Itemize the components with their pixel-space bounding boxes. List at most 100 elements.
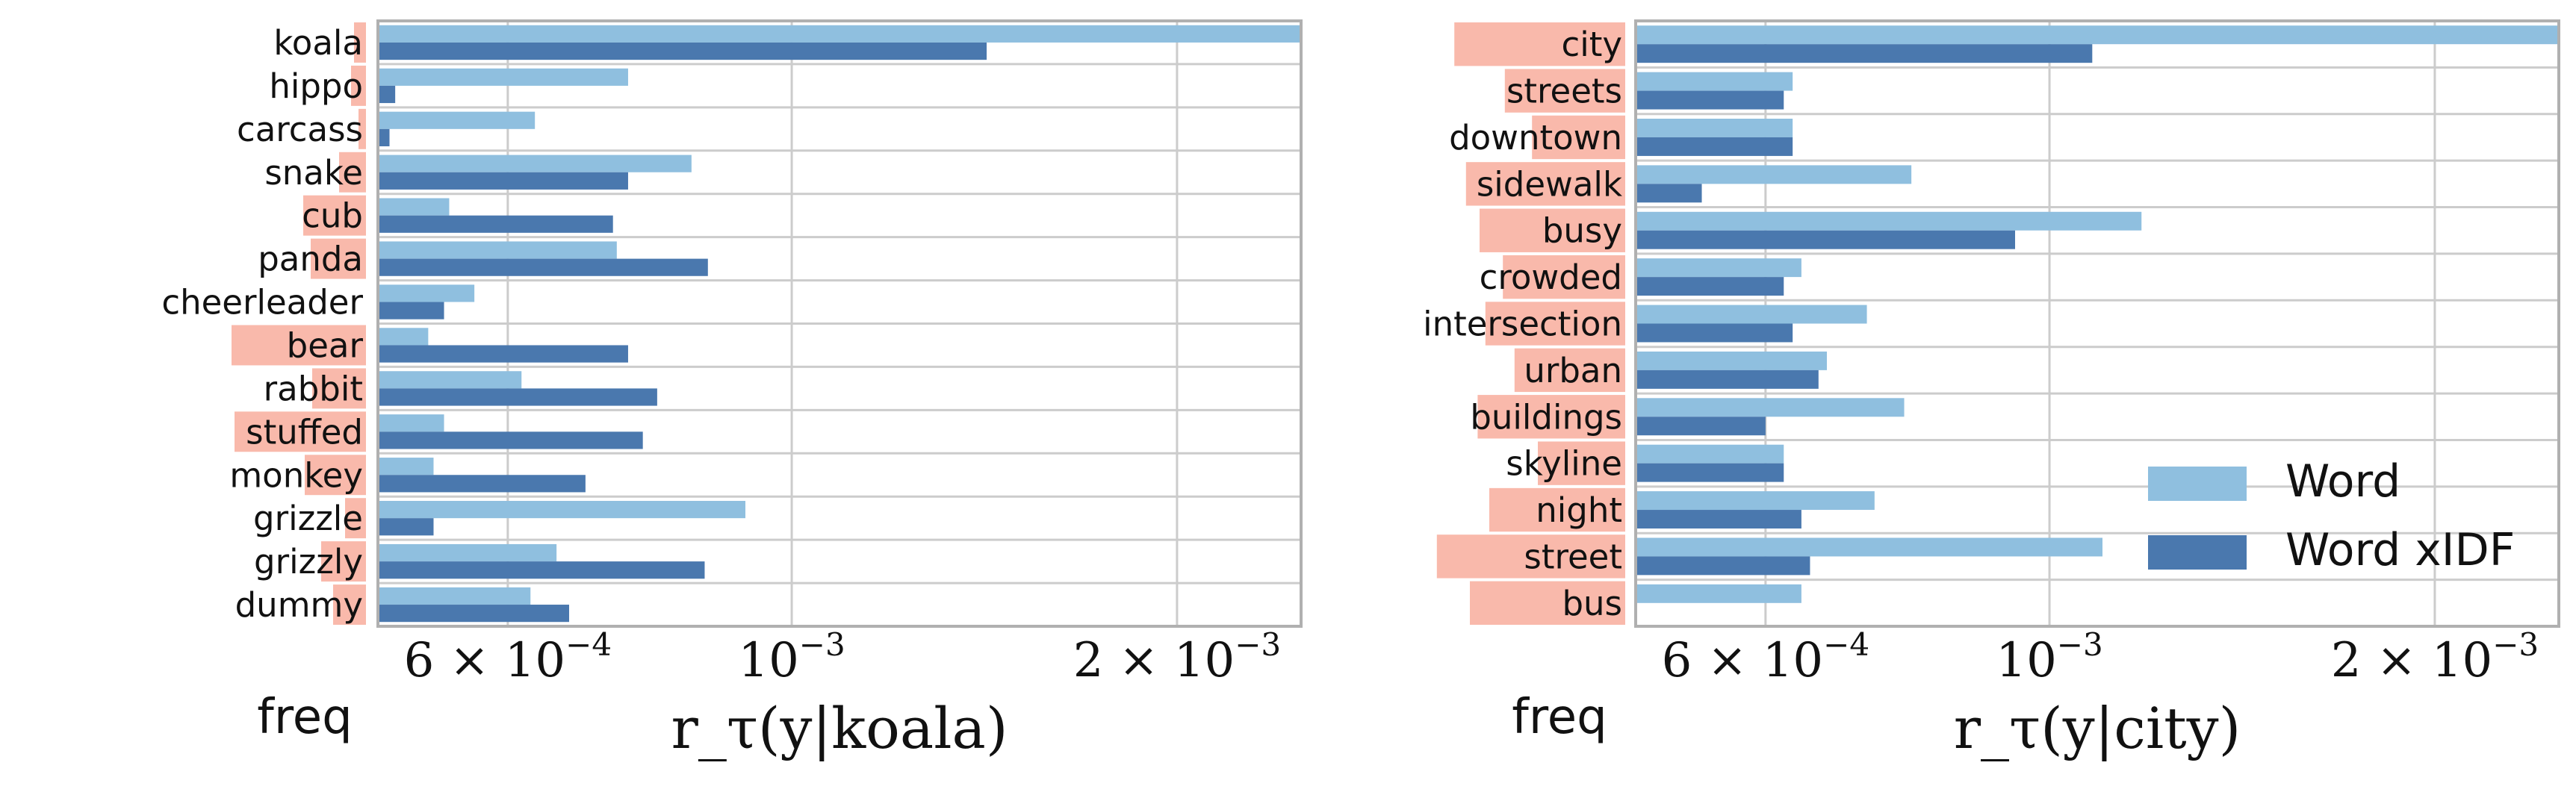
bar-word-xidf <box>378 345 628 363</box>
category-label: panda <box>258 240 363 279</box>
category-label: hippo <box>269 66 363 106</box>
bar-word <box>1636 305 1867 324</box>
category-label: city <box>1561 25 1622 64</box>
bar-word-xidf <box>1636 510 1801 528</box>
bar-word-xidf <box>378 172 628 190</box>
bar-word <box>378 414 444 432</box>
bar-word <box>378 241 617 259</box>
freq-bar <box>1538 441 1625 485</box>
category-label: busy <box>1542 211 1622 251</box>
bar-word <box>378 284 475 302</box>
freq-bar <box>345 498 366 539</box>
plot-frame <box>376 19 1303 628</box>
bar-word <box>378 155 692 172</box>
freq-bar <box>232 325 366 366</box>
freq-label: freq <box>1512 690 1607 745</box>
bar-word-xidf <box>378 42 987 60</box>
category-label: snake <box>264 153 363 193</box>
legend-label: Word <box>2285 455 2400 508</box>
freq-bar <box>235 411 366 452</box>
bar-word-xidf <box>1636 230 2015 249</box>
category-label: cub <box>302 196 363 236</box>
x-axis-label: r_τ(y|city) <box>1954 695 2241 761</box>
bar-word <box>1636 258 1801 278</box>
bar-word-xidf <box>1636 417 1766 436</box>
bar-word-xidf <box>1636 137 1793 156</box>
category-label: cheerleader <box>161 283 363 322</box>
freq-bar <box>1503 255 1625 299</box>
category-label: bear <box>287 325 364 365</box>
bar-word-xidf <box>378 388 657 406</box>
bar-word-xidf <box>378 128 390 146</box>
freq-bar <box>321 541 366 582</box>
category-label: downtown <box>1449 118 1622 158</box>
freq-bar <box>303 195 366 236</box>
bar-word-xidf <box>1636 463 1784 482</box>
freq-bar <box>354 22 366 63</box>
bar-word <box>378 501 745 519</box>
category-label: grizzle <box>253 499 363 538</box>
bar-word <box>1636 351 1827 370</box>
legend: Word Word xIDF <box>2148 455 2515 576</box>
x-tick-label: 10−3 <box>738 626 845 688</box>
bar-word-xidf <box>378 561 705 579</box>
bar-word-xidf <box>378 85 396 104</box>
freq-bar <box>1532 115 1625 160</box>
bar-word-xidf <box>1636 556 1810 576</box>
bar-word-xidf <box>378 605 569 623</box>
legend-swatch <box>2148 535 2247 570</box>
category-label: grizzly <box>254 542 363 581</box>
category-label: koala <box>273 23 363 63</box>
bar-word <box>378 543 557 562</box>
freq-bar <box>305 455 366 496</box>
bar-word <box>1636 165 1912 184</box>
bar-word <box>1636 119 1793 137</box>
bar-word <box>1636 444 1784 464</box>
freq-bar <box>1454 22 1625 66</box>
legend-swatch <box>2148 467 2247 501</box>
bar-word <box>1636 72 1793 91</box>
freq-bar <box>1436 534 1625 579</box>
bar-word-xidf <box>1636 184 1702 203</box>
freq-bar <box>1480 208 1625 252</box>
category-label: monkey <box>229 455 363 495</box>
freq-bar <box>1514 348 1625 393</box>
bar-word-xidf <box>378 258 708 276</box>
bar-word <box>1636 398 1905 417</box>
category-label: bus <box>1562 584 1622 623</box>
freq-bar <box>1489 487 1625 532</box>
bar-word <box>378 198 450 216</box>
bar-word-xidf <box>1636 370 1819 389</box>
x-tick-label: 6 × 10−4 <box>404 626 612 688</box>
category-label: sidewalk <box>1477 164 1622 204</box>
bar-word-xidf <box>378 431 643 449</box>
bar-word <box>378 328 429 346</box>
x-tick-label: 2 × 10−3 <box>2331 626 2539 688</box>
freq-bar <box>311 238 366 279</box>
freq-bar <box>1465 162 1625 206</box>
bar-word <box>1636 537 2102 557</box>
category-label: night <box>1536 490 1622 530</box>
category-label: streets <box>1506 72 1622 111</box>
bar-word-xidf <box>1636 323 1793 343</box>
x-tick-label: 2 × 10−3 <box>1073 626 1281 688</box>
category-label: intersection <box>1423 305 1622 344</box>
legend-label: Word xIDF <box>2285 524 2515 576</box>
category-label: crowded <box>1480 258 1622 297</box>
bar-word <box>1636 25 2559 45</box>
category-label: rabbit <box>264 369 363 408</box>
bar-word-xidf <box>1636 90 1784 110</box>
bar-word-xidf <box>378 518 434 536</box>
bar-word-xidf <box>378 475 586 493</box>
chart-panel-city: city streets downtown sidewalk busy crowded in… <box>1423 19 2560 761</box>
category-label: dummy <box>235 585 363 625</box>
bar-word <box>378 458 434 475</box>
freq-bar <box>1485 302 1625 346</box>
bar-word-xidf <box>1636 277 1784 296</box>
bar-word <box>1636 584 1801 603</box>
bar-word <box>1636 491 1875 511</box>
bar-word <box>378 111 536 129</box>
category-label: urban <box>1524 351 1622 390</box>
